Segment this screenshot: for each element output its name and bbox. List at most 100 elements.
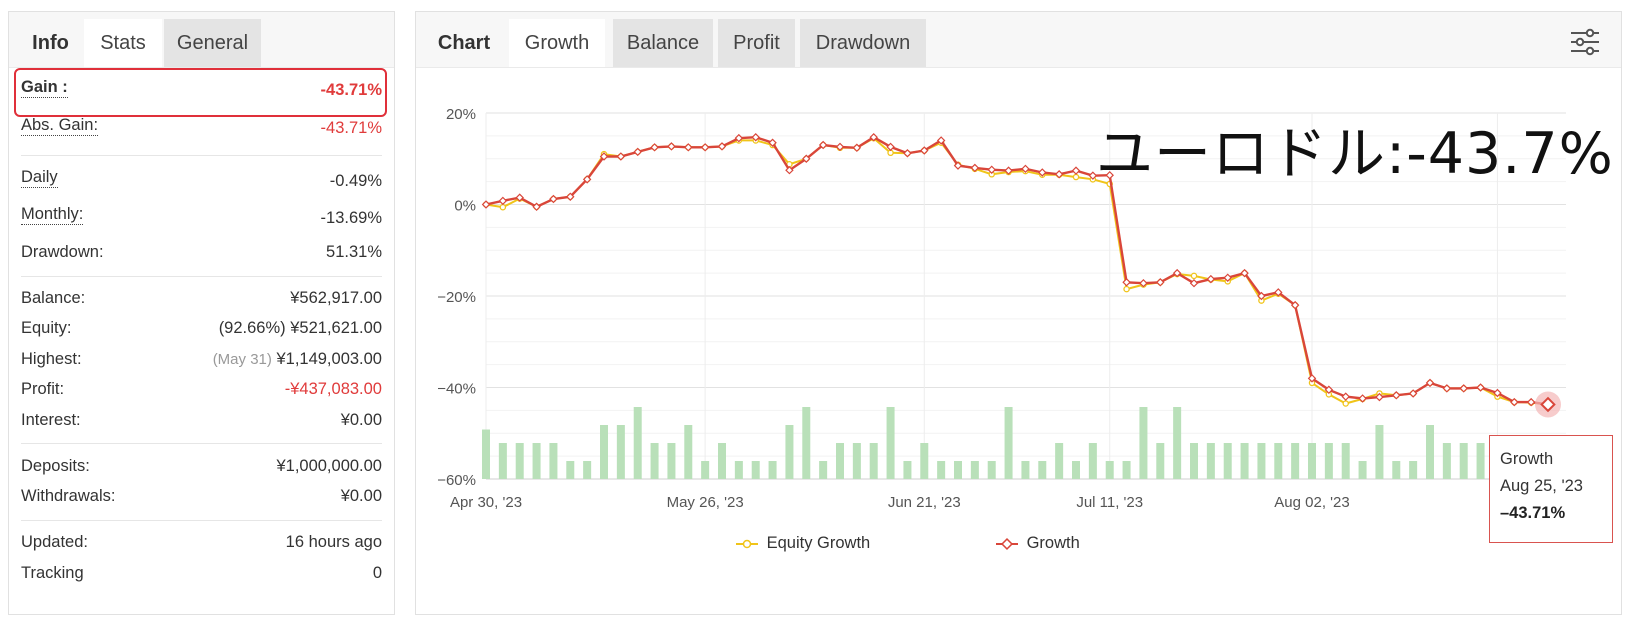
volume-bar: [819, 461, 828, 479]
divider: [21, 155, 382, 156]
growth-point: [1257, 291, 1266, 301]
growth-point: [1139, 278, 1148, 288]
volume-bar: [482, 429, 490, 479]
volume-bar: [903, 461, 912, 479]
gain-row: Gain : -43.71%: [21, 78, 382, 106]
interest-row: Interest: ¥0.00: [21, 411, 382, 439]
volume-bar: [650, 443, 659, 479]
volume-bar: [954, 461, 962, 479]
withdrawals-row: Withdrawals: ¥0.00: [21, 487, 382, 515]
growth-point: [1156, 278, 1165, 287]
volume-bar: [1257, 443, 1266, 479]
volume-bar: [1173, 407, 1182, 479]
growth-point: [1274, 288, 1283, 297]
volume-bar: [1324, 443, 1333, 479]
account-info-panel: Info Stats General Gain : -43.71% Abs. G…: [8, 11, 395, 615]
growth-point: [1375, 392, 1384, 402]
equity-growth-point: [1190, 272, 1198, 280]
tooltip-date: Aug 25, '23: [1500, 477, 1583, 495]
growth-point: [1392, 391, 1401, 400]
tracking-value: 0: [372, 564, 382, 582]
volume-bar: [1021, 461, 1030, 479]
divider: [21, 520, 382, 521]
tab-stats[interactable]: Stats: [84, 19, 162, 67]
volume-bar: [869, 443, 878, 479]
growth-point: [1088, 171, 1098, 180]
tab-drawdown[interactable]: Drawdown: [800, 19, 926, 67]
info-tabbar: Info Stats General: [9, 12, 394, 68]
growth-point: [835, 142, 845, 152]
legend-item-equity-growth[interactable]: Equity Growth: [736, 531, 870, 555]
drawdown-label: Drawdown:: [21, 243, 104, 261]
growth-point: [684, 143, 693, 152]
highest-value-group: (May 31) ¥1,149,003.00: [213, 350, 382, 369]
equity-growth-point: [1072, 173, 1080, 181]
y-tick-label: −60%: [437, 472, 476, 489]
growth-point: [1526, 397, 1536, 407]
deposits-value: ¥1,000,000.00: [276, 457, 382, 475]
growth-point: [886, 142, 895, 152]
growth-point: [1510, 397, 1519, 407]
daily-label[interactable]: Daily: [21, 168, 58, 188]
growth-point: [498, 196, 508, 206]
volume-bar: [1156, 443, 1165, 479]
volume-bar: [768, 461, 777, 479]
tab-profit[interactable]: Profit: [718, 19, 795, 67]
tab-general[interactable]: General: [164, 19, 261, 67]
y-tick-label: −40%: [437, 381, 476, 398]
volume-bar: [1375, 425, 1384, 479]
interest-label: Interest:: [21, 411, 81, 429]
legend-label-growth: Growth: [1026, 534, 1080, 552]
volume-bar: [583, 461, 592, 479]
growth-point: [751, 133, 760, 142]
x-tick-label: May 26, '23: [667, 494, 744, 511]
updated-row: Updated: 16 hours ago: [21, 533, 382, 561]
growth-point: [802, 154, 811, 163]
volume-bar: [886, 407, 895, 479]
abs-gain-label[interactable]: Abs. Gain:: [21, 116, 99, 136]
growth-point: [515, 193, 524, 202]
updated-label: Updated:: [21, 533, 88, 551]
growth-point: [549, 194, 558, 204]
tab-growth[interactable]: Growth: [509, 19, 605, 67]
x-tick-label: Apr 30, '23: [450, 494, 522, 511]
growth-point: [785, 165, 794, 175]
growth-line: [485, 135, 1549, 406]
growth-point: [1408, 389, 1418, 398]
chart-tooltip: Growth Aug 25, '23 –43.71%: [1489, 435, 1613, 543]
legend-item-growth[interactable]: Growth: [996, 531, 1080, 555]
volume-bar: [1426, 425, 1434, 479]
tooltip-value: –43.71%: [1500, 504, 1566, 522]
growth-point: [1021, 164, 1030, 174]
volume-bar: [1240, 443, 1249, 479]
volume-bar: [1459, 443, 1468, 479]
updated-value: 16 hours ago: [285, 533, 382, 551]
withdrawals-label: Withdrawals:: [21, 487, 116, 505]
volume-bar: [1409, 461, 1418, 479]
monthly-label[interactable]: Monthly:: [21, 205, 84, 225]
y-tick-label: 0%: [454, 198, 476, 215]
sliders-icon[interactable]: [1569, 26, 1601, 58]
growth-point: [1290, 300, 1300, 310]
growth-point: [1071, 166, 1081, 175]
gain-label[interactable]: Gain :: [21, 78, 68, 98]
volume-bar: [566, 461, 575, 479]
volume-bar: [549, 443, 558, 479]
highest-date: (May 31): [212, 351, 272, 368]
tab-chart[interactable]: Chart: [437, 32, 491, 54]
tab-info[interactable]: Info: [32, 32, 69, 54]
volume-bar: [718, 443, 726, 479]
equity-value: ¥521,621.00: [290, 319, 382, 337]
tab-balance[interactable]: Balance: [613, 19, 713, 67]
growth-point: [768, 138, 777, 147]
equity-row: Equity: (92.66%) ¥521,621.00: [21, 319, 382, 347]
volume-bar: [1358, 461, 1367, 479]
balance-label: Balance:: [21, 289, 86, 307]
volume-bar: [1476, 443, 1485, 479]
drawdown-row: Drawdown: 51.31%: [21, 243, 382, 271]
volume-bar: [1055, 443, 1064, 479]
abs-gain-row: Abs. Gain: -43.71%: [21, 116, 382, 144]
growth-point: [987, 165, 996, 174]
volume-bar: [751, 461, 760, 479]
volume-bar: [1038, 461, 1047, 479]
